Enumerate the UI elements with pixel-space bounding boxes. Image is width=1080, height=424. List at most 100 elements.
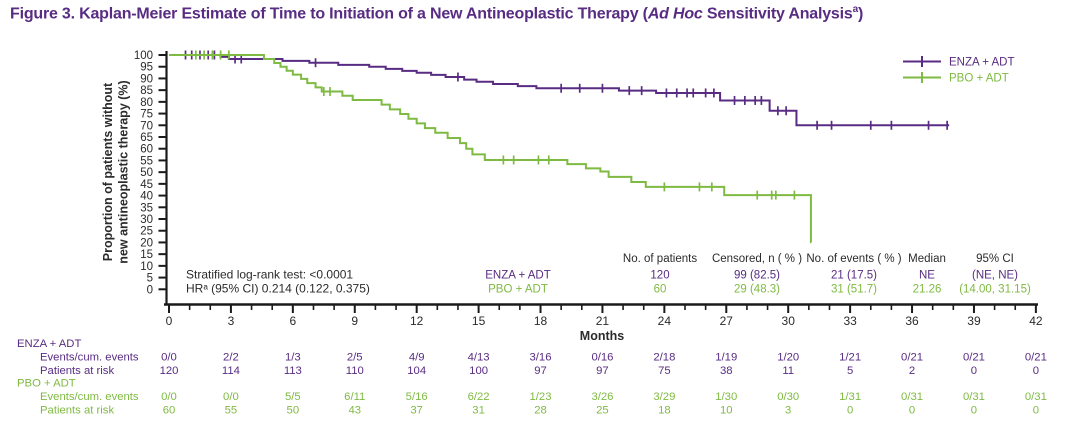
risk-value: 75 [658, 365, 671, 377]
y-tick-label: 70 [140, 120, 153, 132]
summary-header: 95% CI [976, 253, 1014, 265]
risk-value: 2/18 [653, 352, 675, 364]
risk-value: 0/31 [901, 391, 923, 403]
risk-value: 104 [407, 365, 426, 377]
figure-title: Figure 3. Kaplan-Meier Estimate of Time … [10, 4, 863, 23]
risk-row-label: Events/cum. events [40, 391, 139, 403]
risk-value: 0/21 [1025, 352, 1047, 364]
risk-value: 0 [1033, 405, 1039, 417]
x-tick-label: 0 [166, 314, 173, 328]
summary-value: 60 [654, 284, 667, 296]
risk-value: 1/23 [530, 391, 552, 403]
risk-value: 0 [1033, 365, 1039, 377]
x-tick-label: 3 [228, 314, 235, 328]
y-tick-label: 85 [140, 85, 153, 97]
risk-value: 6/11 [344, 391, 365, 403]
risk-value: 114 [222, 365, 240, 377]
risk-value: 120 [160, 365, 179, 377]
risk-value: 1/31 [839, 391, 861, 403]
x-tick-label: 42 [1029, 314, 1043, 328]
title-close-paren: ) [857, 5, 864, 23]
summary-value: 21 (17.5) [831, 270, 877, 282]
y-tick-label: 100 [134, 50, 153, 62]
x-tick-label: 27 [720, 314, 734, 328]
risk-value: 0 [971, 405, 977, 417]
risk-value: 0/31 [1025, 391, 1047, 403]
y-tick-label: 15 [140, 249, 153, 261]
legend-label: ENZA + ADT [949, 57, 1015, 69]
y-tick-label: 35 [140, 202, 153, 214]
y-tick-label: 5 [147, 273, 153, 285]
summary-header: No. of patients [623, 253, 697, 265]
risk-value: 50 [287, 405, 300, 417]
x-tick-label: 15 [472, 314, 486, 328]
y-tick-label: 90 [140, 73, 153, 85]
x-tick-label: 24 [658, 314, 672, 328]
x-tick-label: 30 [782, 314, 796, 328]
risk-value: 1/30 [715, 391, 737, 403]
risk-value: 1/20 [777, 352, 799, 364]
x-tick-label: 21 [596, 314, 610, 328]
risk-value: 2/5 [347, 352, 363, 364]
risk-value: 11 [782, 365, 794, 377]
risk-value: 4/13 [468, 352, 490, 364]
risk-value: 2/2 [223, 352, 239, 364]
risk-value: 60 [163, 405, 176, 417]
risk-group-label: PBO + ADT [17, 378, 76, 390]
risk-value: 113 [284, 365, 302, 377]
x-tick-label: 18 [534, 314, 548, 328]
y-tick-label: 40 [140, 191, 153, 203]
y-tick-label: 80 [140, 97, 153, 109]
y-axis-title-line: new antineoplastic therapy (%) [117, 80, 131, 263]
risk-value: 2 [909, 365, 915, 377]
risk-group-label: ENZA + ADT [17, 338, 81, 350]
y-tick-label: 55 [140, 155, 153, 167]
summary-value: 31 (51.7) [831, 284, 877, 296]
risk-value: 0/31 [963, 391, 985, 403]
risk-value: 97 [596, 365, 609, 377]
risk-value: 3 [785, 405, 791, 417]
summary-header: No. of events ( % ) [806, 253, 901, 265]
y-axis-title-line: Proportion of patients without [101, 82, 115, 261]
y-tick-label: 50 [140, 167, 153, 179]
risk-value: 38 [720, 365, 733, 377]
y-tick-label: 45 [140, 179, 153, 191]
summary-value: 99 (82.5) [734, 270, 780, 282]
enza-curve [169, 54, 950, 127]
y-tick-label: 65 [140, 132, 153, 144]
pbo-curve [169, 54, 812, 244]
risk-value: 3/29 [653, 391, 675, 403]
summary-header: Median [908, 253, 946, 265]
title-text-after: Sensitivity Analysis [702, 5, 853, 23]
x-tick-label: 9 [351, 314, 358, 328]
stats-line: Stratified log-rank test: <0.0001 [186, 268, 353, 282]
legend-label: PBO + ADT [949, 73, 1009, 85]
summary-value: 21.26 [913, 284, 942, 296]
y-tick-label: 25 [140, 226, 153, 238]
stats-line: HRᵃ (95% CI) 0.214 (0.122, 0.375) [186, 282, 370, 296]
title-italic-text: Ad Hoc [647, 5, 703, 23]
risk-value: 10 [720, 405, 733, 417]
risk-value: 6/22 [468, 391, 490, 403]
risk-value: 31 [472, 405, 485, 417]
risk-value: 55 [225, 405, 238, 417]
summary-value: 29 (48.3) [734, 284, 780, 296]
risk-value: 5 [847, 365, 853, 377]
summary-value: 120 [650, 270, 669, 282]
risk-value: 18 [658, 405, 671, 417]
risk-value: 28 [534, 405, 547, 417]
risk-value: 4/9 [409, 352, 425, 364]
x-tick-label: 39 [967, 314, 981, 328]
summary-value: (14.00, 31.15) [959, 284, 1031, 296]
x-axis-title: Months [580, 329, 624, 343]
y-tick-label: 0 [147, 284, 153, 296]
risk-value: 1/21 [839, 352, 861, 364]
risk-value: 0/0 [161, 391, 177, 403]
y-tick-label: 60 [140, 144, 153, 156]
summary-group-label: ENZA + ADT [485, 270, 551, 282]
risk-value: 0/21 [963, 352, 985, 364]
risk-row-label: Patients at risk [40, 365, 114, 377]
risk-row-label: Events/cum. events [40, 352, 139, 364]
